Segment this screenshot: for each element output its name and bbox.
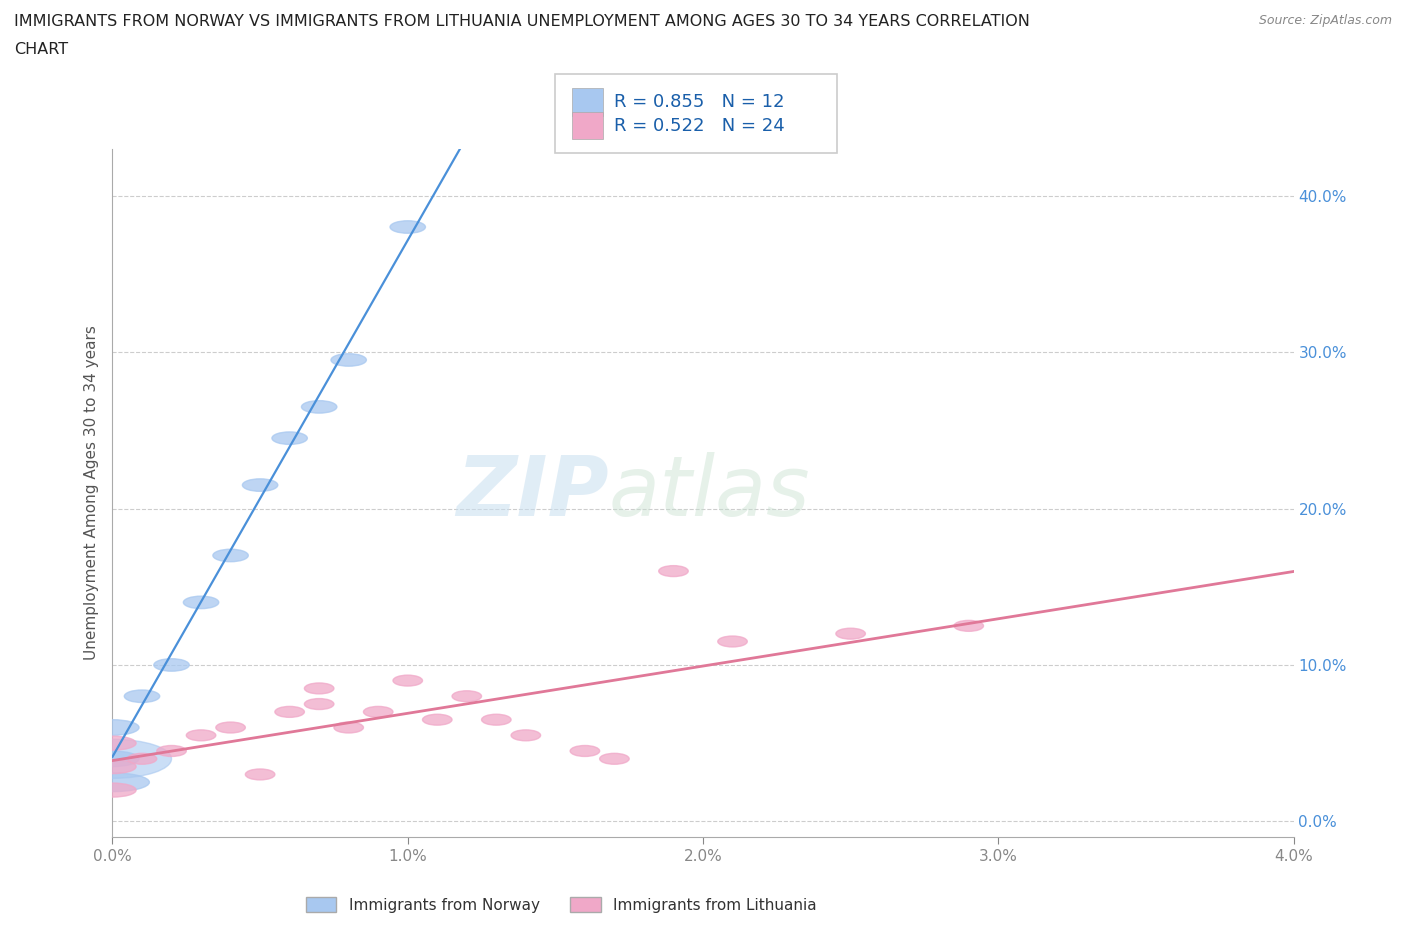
Ellipse shape <box>127 753 157 764</box>
Text: R = 0.522   N = 24: R = 0.522 N = 24 <box>614 116 785 135</box>
Ellipse shape <box>89 737 136 751</box>
Ellipse shape <box>389 220 426 233</box>
Ellipse shape <box>305 683 335 694</box>
Ellipse shape <box>394 675 422 686</box>
Ellipse shape <box>718 636 748 647</box>
Ellipse shape <box>330 353 367 366</box>
Ellipse shape <box>242 479 278 491</box>
Text: IMMIGRANTS FROM NORWAY VS IMMIGRANTS FROM LITHUANIA UNEMPLOYMENT AMONG AGES 30 T: IMMIGRANTS FROM NORWAY VS IMMIGRANTS FRO… <box>14 14 1031 29</box>
Ellipse shape <box>363 707 392 717</box>
Ellipse shape <box>89 783 136 797</box>
Ellipse shape <box>157 746 186 756</box>
Ellipse shape <box>599 753 630 764</box>
Ellipse shape <box>301 401 337 413</box>
Ellipse shape <box>271 432 308 445</box>
Ellipse shape <box>481 714 512 725</box>
Ellipse shape <box>305 698 335 710</box>
Ellipse shape <box>86 751 139 766</box>
Ellipse shape <box>246 769 276 780</box>
Ellipse shape <box>512 730 541 741</box>
Ellipse shape <box>76 773 149 791</box>
Ellipse shape <box>86 720 139 736</box>
Ellipse shape <box>186 730 217 741</box>
Ellipse shape <box>53 739 172 778</box>
Text: Source: ZipAtlas.com: Source: ZipAtlas.com <box>1258 14 1392 27</box>
Ellipse shape <box>212 550 249 562</box>
Ellipse shape <box>453 691 481 702</box>
Ellipse shape <box>124 690 160 702</box>
Ellipse shape <box>953 620 984 631</box>
Text: atlas: atlas <box>609 452 810 534</box>
Legend: Immigrants from Norway, Immigrants from Lithuania: Immigrants from Norway, Immigrants from … <box>299 891 823 919</box>
Ellipse shape <box>835 628 866 639</box>
Text: ZIP: ZIP <box>456 452 609 534</box>
Ellipse shape <box>217 722 246 733</box>
Ellipse shape <box>335 722 363 733</box>
Ellipse shape <box>276 707 304 717</box>
Ellipse shape <box>89 760 136 774</box>
Ellipse shape <box>153 658 190 671</box>
Text: R = 0.855   N = 12: R = 0.855 N = 12 <box>614 93 785 112</box>
Ellipse shape <box>423 714 453 725</box>
Ellipse shape <box>658 565 689 577</box>
Y-axis label: Unemployment Among Ages 30 to 34 years: Unemployment Among Ages 30 to 34 years <box>83 326 98 660</box>
Ellipse shape <box>569 746 599 756</box>
Text: CHART: CHART <box>14 42 67 57</box>
Ellipse shape <box>183 596 219 608</box>
